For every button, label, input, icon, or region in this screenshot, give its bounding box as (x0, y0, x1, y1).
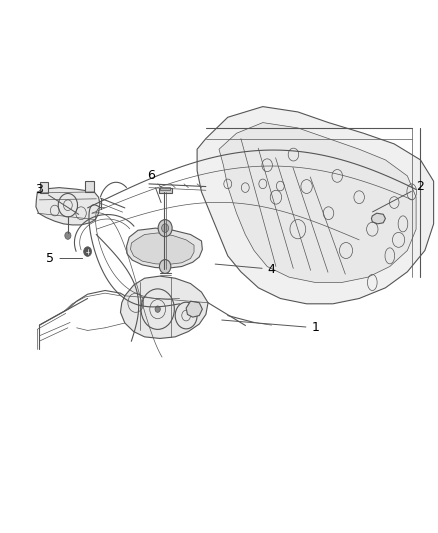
Polygon shape (40, 182, 48, 193)
Polygon shape (371, 213, 385, 224)
Polygon shape (186, 301, 202, 317)
Circle shape (155, 306, 160, 312)
Polygon shape (159, 188, 172, 193)
Polygon shape (36, 188, 100, 225)
Text: 6: 6 (147, 169, 161, 203)
Polygon shape (197, 107, 434, 304)
Polygon shape (160, 187, 170, 190)
Polygon shape (219, 123, 416, 282)
Polygon shape (131, 233, 194, 264)
Text: 3: 3 (35, 183, 79, 214)
Polygon shape (120, 276, 208, 338)
Circle shape (65, 232, 71, 239)
Polygon shape (85, 181, 94, 192)
Circle shape (162, 224, 169, 232)
Text: 5: 5 (46, 252, 83, 265)
Text: 4: 4 (215, 263, 276, 276)
Text: 1: 1 (222, 320, 319, 334)
Polygon shape (127, 228, 202, 268)
Circle shape (158, 220, 172, 237)
Circle shape (159, 260, 171, 273)
Circle shape (84, 247, 92, 256)
Text: 2: 2 (373, 180, 424, 212)
